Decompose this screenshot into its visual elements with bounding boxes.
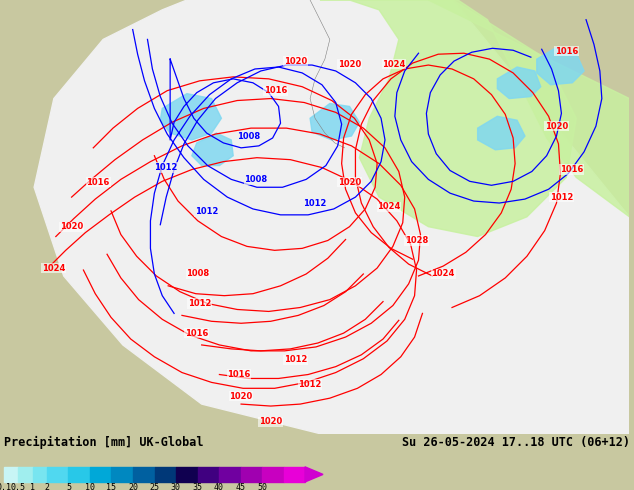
Text: 40: 40 (214, 483, 224, 490)
Polygon shape (497, 67, 541, 98)
Text: 50: 50 (257, 483, 267, 490)
Text: 1008: 1008 (186, 270, 209, 278)
Text: 1016: 1016 (264, 86, 287, 95)
Text: 1: 1 (30, 483, 35, 490)
Bar (240, 467, 262, 482)
Text: 35: 35 (193, 483, 202, 490)
Text: 5: 5 (66, 483, 71, 490)
Text: 1024: 1024 (42, 264, 65, 272)
Bar (219, 467, 240, 482)
Text: 10: 10 (85, 483, 95, 490)
Text: 15: 15 (107, 483, 117, 490)
Text: 1012: 1012 (550, 193, 573, 201)
Polygon shape (192, 133, 233, 166)
Text: 1020: 1020 (545, 122, 568, 131)
Polygon shape (320, 0, 576, 237)
Text: 1020: 1020 (283, 57, 307, 66)
Text: 1028: 1028 (405, 236, 428, 245)
Bar (198, 467, 219, 482)
Text: 0.1: 0.1 (0, 483, 11, 490)
Text: 1008: 1008 (238, 131, 261, 141)
Bar (4, 467, 18, 482)
Text: 25: 25 (150, 483, 160, 490)
Text: 1016: 1016 (86, 178, 110, 187)
Text: 1016: 1016 (555, 47, 578, 56)
Text: 1012: 1012 (188, 299, 211, 308)
Text: 30: 30 (171, 483, 181, 490)
Text: 45: 45 (236, 483, 245, 490)
Polygon shape (305, 467, 323, 482)
Polygon shape (310, 103, 359, 140)
Text: 1012: 1012 (303, 198, 327, 208)
Text: 20: 20 (128, 483, 138, 490)
Text: 1008: 1008 (244, 175, 268, 184)
Text: 1012: 1012 (283, 355, 307, 364)
Bar (90, 467, 112, 482)
Bar (133, 467, 155, 482)
Bar (47, 467, 68, 482)
Polygon shape (160, 94, 221, 140)
Text: 0.5: 0.5 (11, 483, 26, 490)
Bar (176, 467, 198, 482)
Text: 1016: 1016 (185, 329, 209, 338)
Text: Su 26-05-2024 17..18 UTC (06+12): Su 26-05-2024 17..18 UTC (06+12) (402, 436, 630, 449)
Text: 1020: 1020 (338, 178, 361, 187)
Polygon shape (537, 48, 584, 85)
Bar (155, 467, 176, 482)
Text: 1020: 1020 (259, 417, 282, 426)
Text: 1016: 1016 (560, 165, 583, 174)
Text: 2: 2 (44, 483, 49, 490)
Text: 1024: 1024 (382, 60, 406, 69)
Bar (18, 467, 32, 482)
Text: 1020: 1020 (230, 392, 253, 401)
Bar (112, 467, 133, 482)
Text: 1024: 1024 (432, 270, 455, 278)
Polygon shape (429, 0, 630, 217)
Bar (283, 467, 305, 482)
Text: 1024: 1024 (377, 202, 401, 212)
Text: 1012: 1012 (153, 163, 177, 172)
Text: 1020: 1020 (338, 60, 361, 69)
Text: 1020: 1020 (60, 222, 83, 231)
Polygon shape (4, 0, 630, 434)
Bar (32, 467, 47, 482)
Polygon shape (34, 0, 630, 434)
Bar (68, 467, 90, 482)
Bar (262, 467, 283, 482)
Polygon shape (477, 116, 525, 150)
Text: 1012: 1012 (299, 380, 322, 389)
Text: 1016: 1016 (228, 370, 251, 379)
Text: 1012: 1012 (195, 207, 218, 217)
Text: Precipitation [mm] UK-Global: Precipitation [mm] UK-Global (4, 436, 204, 449)
